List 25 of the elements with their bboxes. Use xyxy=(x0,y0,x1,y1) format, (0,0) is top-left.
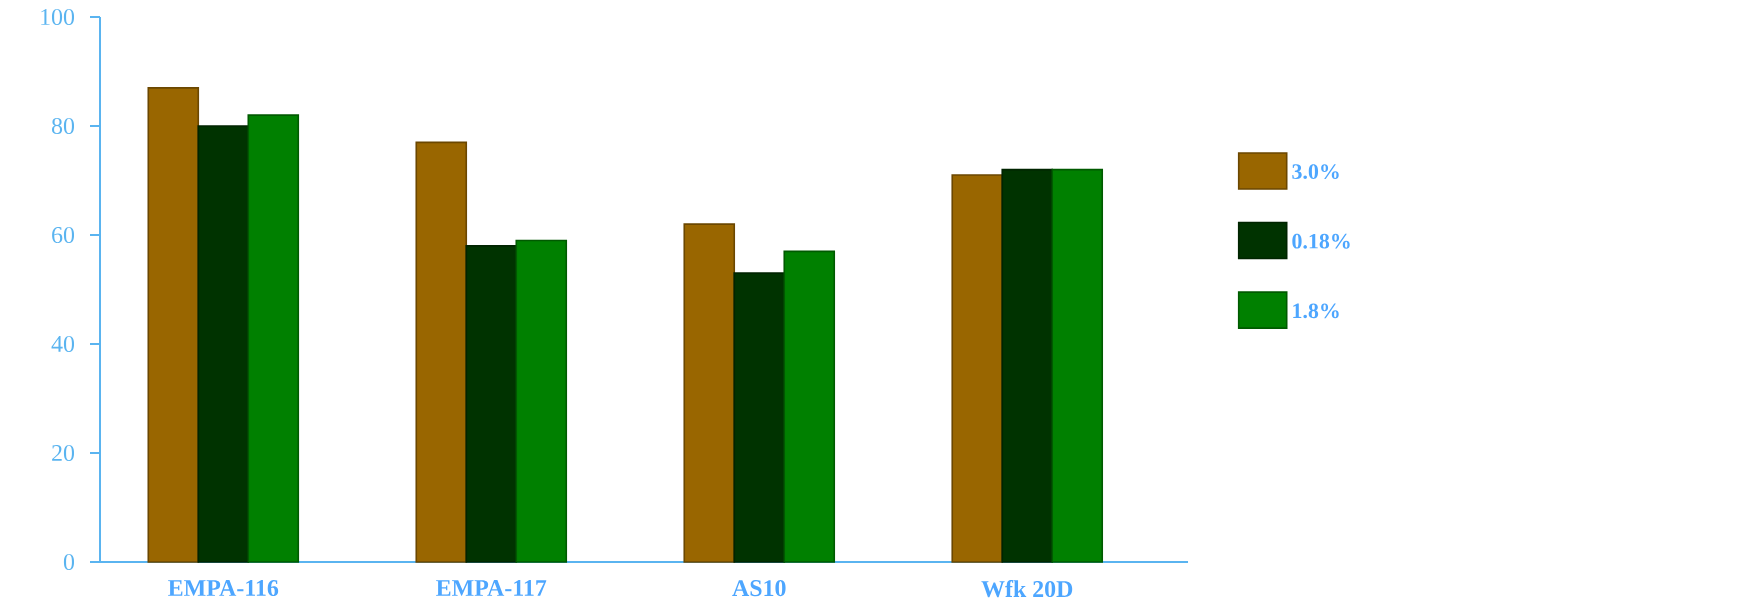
bar xyxy=(515,239,568,563)
y-tick-label: 60 xyxy=(52,226,75,244)
bar xyxy=(197,125,250,563)
x-tick-label: EMPA-116 xyxy=(168,580,279,597)
x-tick-label: AS10 xyxy=(732,580,786,597)
bar xyxy=(733,272,786,563)
y-tick-label: 20 xyxy=(52,444,75,462)
y-tick-label: 100 xyxy=(41,8,75,26)
bar xyxy=(1001,168,1054,563)
bar xyxy=(783,250,836,563)
bar xyxy=(465,245,518,563)
y-tick-label: 0 xyxy=(63,553,75,571)
y-tick-label: 40 xyxy=(51,335,75,353)
y-tick-label: 80 xyxy=(51,117,75,135)
bar xyxy=(951,174,1004,563)
bar xyxy=(415,141,468,563)
bar xyxy=(1051,168,1104,563)
legend-label: 3.0% xyxy=(1292,164,1339,180)
bar xyxy=(683,223,736,563)
bar xyxy=(247,114,300,563)
x-tick-label: Wfk 20D xyxy=(981,580,1073,598)
bar xyxy=(147,87,200,563)
legend-label: 0.18% xyxy=(1292,233,1350,249)
x-tick-label: EMPA-117 xyxy=(436,580,547,596)
legend-label: 1.8% xyxy=(1293,303,1339,319)
